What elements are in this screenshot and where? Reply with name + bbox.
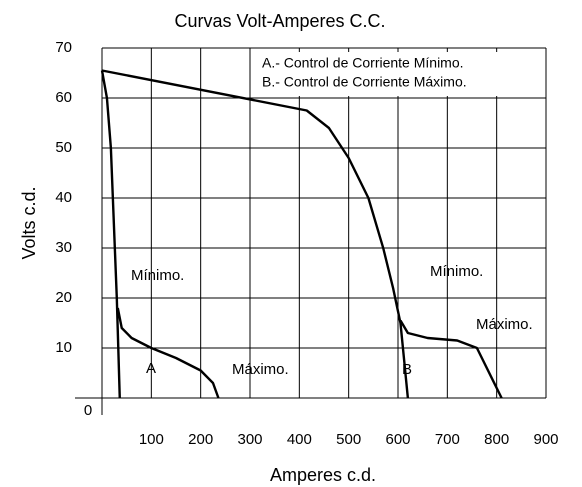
curve [116,307,220,399]
x-tick-label: 700 [435,431,460,448]
x-tick-label: 400 [287,431,312,448]
x-tick-label: 500 [336,431,361,448]
y-tick-label: 60 [55,89,72,106]
curve [101,69,410,399]
x-tick-label: 900 [533,431,558,448]
x-tick-label: 100 [139,431,164,448]
x-tick-label: 800 [484,431,509,448]
y-tick-label: 20 [55,289,72,306]
annotation: Mínimo. [430,263,483,280]
y-tick-label: 70 [55,39,72,56]
y-tick-label: 30 [55,239,72,256]
chart-title: Curvas Volt-Amperes C.C. [174,11,385,31]
y-tick-label: 50 [55,139,72,156]
legend-box [256,52,544,96]
y-tick-label: 10 [55,339,72,356]
annotation: B [402,361,412,378]
y-tick-label: 40 [55,189,72,206]
legend-text: B.- Control de Corriente Máximo. [262,74,467,90]
y-tick-label: 0 [84,402,92,419]
legend-text: A.- Control de Corriente Mínimo. [262,55,464,71]
x-tick-label: 300 [237,431,262,448]
annotation: A [146,360,156,377]
annotation: Mínimo. [131,267,184,284]
curve [399,319,503,399]
annotation: Máximo. [476,316,533,333]
annotation: Máximo. [232,361,289,378]
curve [100,70,121,399]
x-axis-label: Amperes c.d. [270,465,376,485]
x-tick-label: 200 [188,431,213,448]
x-tick-label: 600 [385,431,410,448]
y-axis-label: Volts c.d. [19,186,39,259]
